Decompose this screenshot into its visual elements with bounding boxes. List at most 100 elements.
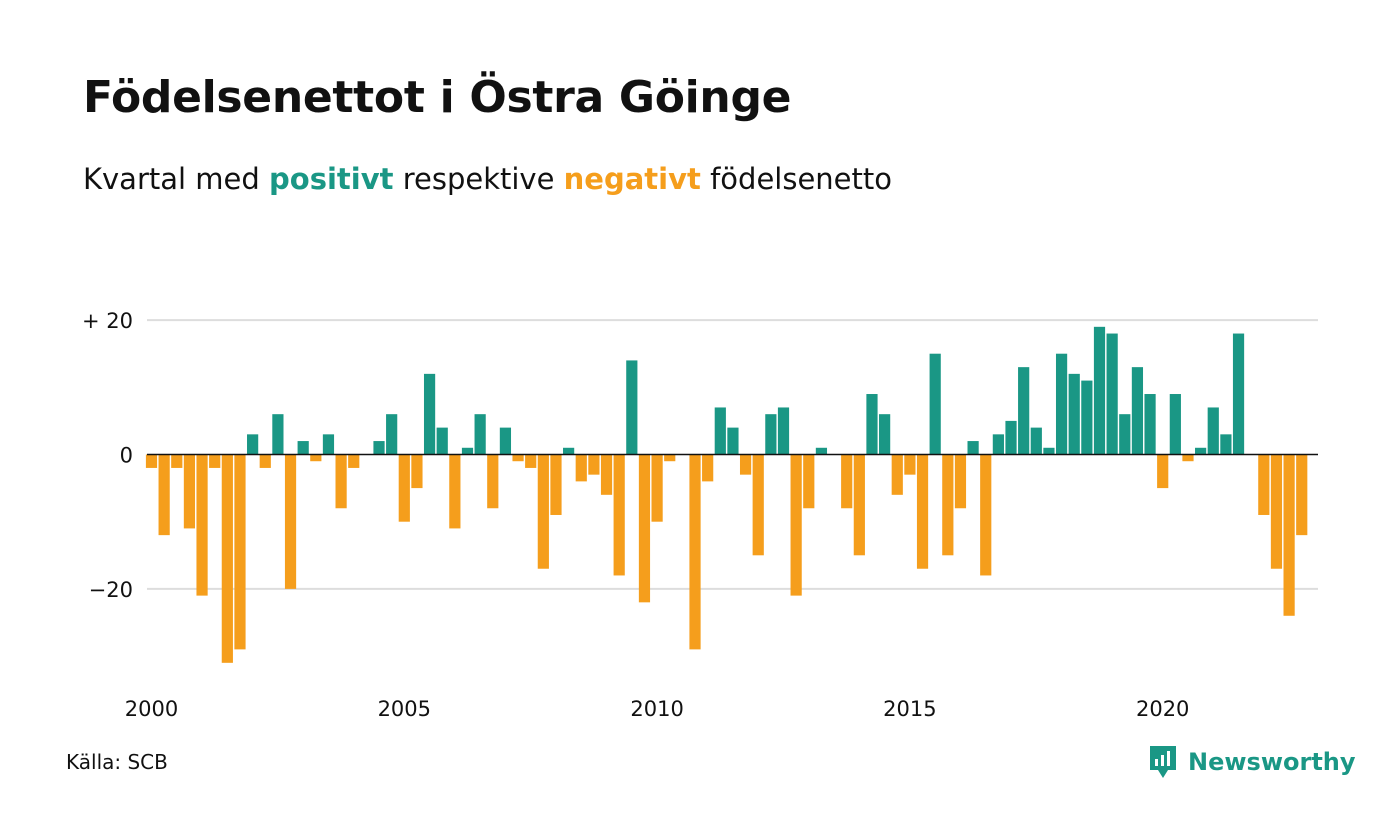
bar-positive — [1018, 367, 1030, 455]
bar-positive — [461, 447, 474, 455]
bar-positive — [373, 441, 385, 455]
bar-negative — [487, 454, 499, 509]
bar-positive — [1169, 394, 1181, 455]
x-tick-label: 2020 — [1136, 697, 1189, 721]
bar-negative — [702, 454, 714, 482]
bar-negative — [1296, 454, 1308, 536]
bar-positive — [929, 353, 941, 455]
x-tick-label: 2000 — [125, 697, 178, 721]
bar-positive — [1220, 434, 1232, 455]
bar-positive — [626, 360, 638, 455]
bar-positive — [879, 414, 891, 455]
x-tick-label: 2010 — [630, 697, 683, 721]
bar-positive — [777, 407, 790, 455]
bar-positive — [423, 373, 436, 455]
bar-positive — [1106, 333, 1118, 455]
bar-negative — [512, 454, 524, 462]
bar-negative — [916, 454, 929, 569]
bar-negative — [234, 454, 246, 650]
bar-positive — [1043, 447, 1055, 455]
bar-negative — [689, 454, 701, 650]
bar-positive — [436, 427, 448, 455]
bar-negative — [739, 454, 752, 475]
bar-negative — [411, 454, 423, 489]
bar-positive — [992, 434, 1004, 455]
bar-positive — [297, 441, 309, 455]
bar-negative — [651, 454, 663, 522]
bar-negative — [310, 454, 322, 462]
bar-negative — [221, 454, 233, 663]
bar-negative — [449, 454, 461, 529]
bar-positive — [1055, 353, 1068, 455]
bar-negative — [891, 454, 903, 495]
bar-positive — [1207, 407, 1219, 455]
subtitle-negative-word: negativt — [563, 162, 701, 196]
bar-negative — [954, 454, 967, 509]
bar-negative — [183, 454, 196, 529]
bar-positive — [866, 394, 878, 455]
bar-negative — [209, 454, 221, 468]
bar-negative — [588, 454, 600, 475]
source-note: Källa: SCB — [66, 750, 168, 774]
bar-negative — [537, 454, 549, 569]
bar-negative — [1258, 454, 1270, 515]
bar-positive — [1144, 394, 1156, 455]
bar-positive — [1119, 414, 1131, 455]
y-tick-label: 0 — [120, 444, 133, 468]
bar-negative — [145, 454, 158, 468]
bar-positive — [765, 414, 777, 455]
bar-negative — [284, 454, 297, 589]
bar-negative — [790, 454, 802, 596]
bar-positive — [1232, 333, 1245, 455]
bar-negative — [664, 454, 676, 462]
bar-positive — [815, 447, 828, 455]
bar-negative — [752, 454, 764, 556]
bar-negative — [158, 454, 170, 536]
bar-negative — [853, 454, 865, 556]
subtitle-positive-word: positivt — [269, 162, 394, 196]
bar-positive — [247, 434, 259, 455]
x-tick-label: 2005 — [378, 697, 431, 721]
bar-negative — [398, 454, 410, 522]
bar-positive — [1131, 367, 1144, 455]
bar-negative — [904, 454, 916, 475]
bar-negative — [575, 454, 587, 482]
subtitle-suffix: födelsenetto — [700, 162, 892, 196]
newsworthy-logo-icon — [1150, 746, 1176, 778]
brand-name: Newsworthy — [1188, 748, 1356, 776]
bar-negative — [1283, 454, 1295, 616]
bar-negative — [348, 454, 360, 468]
bar-positive — [1195, 447, 1207, 455]
y-tick-label: + 20 — [82, 309, 133, 333]
bar-negative — [335, 454, 347, 509]
bar-negative — [613, 454, 625, 576]
bar-positive — [386, 414, 398, 455]
bar-positive — [272, 414, 284, 455]
bar-positive — [1068, 373, 1080, 455]
bar-positive — [1081, 380, 1093, 455]
bar-negative — [196, 454, 208, 596]
bar-positive — [499, 427, 512, 455]
bar-negative — [171, 454, 183, 468]
bar-negative — [600, 454, 613, 495]
chart-title: Födelsenettot i Östra Göinge — [83, 72, 792, 123]
bar-negative — [803, 454, 815, 509]
bar-positive — [474, 414, 486, 455]
bar-negative — [550, 454, 562, 515]
bar-negative — [1182, 454, 1194, 462]
x-tick-label: 2015 — [883, 697, 936, 721]
bar-negative — [980, 454, 992, 576]
bar-positive — [967, 441, 979, 455]
bar-negative — [638, 454, 651, 603]
bar-negative — [525, 454, 537, 468]
brand: Newsworthy — [1148, 744, 1356, 780]
bar-positive — [1005, 420, 1017, 455]
bar-positive — [1030, 427, 1042, 455]
bar-positive — [714, 407, 726, 455]
bar-positive — [1093, 326, 1106, 455]
bar-positive — [563, 447, 575, 455]
y-tick-label: −20 — [89, 578, 133, 602]
bar-negative — [942, 454, 954, 556]
bar-positive — [727, 427, 739, 455]
